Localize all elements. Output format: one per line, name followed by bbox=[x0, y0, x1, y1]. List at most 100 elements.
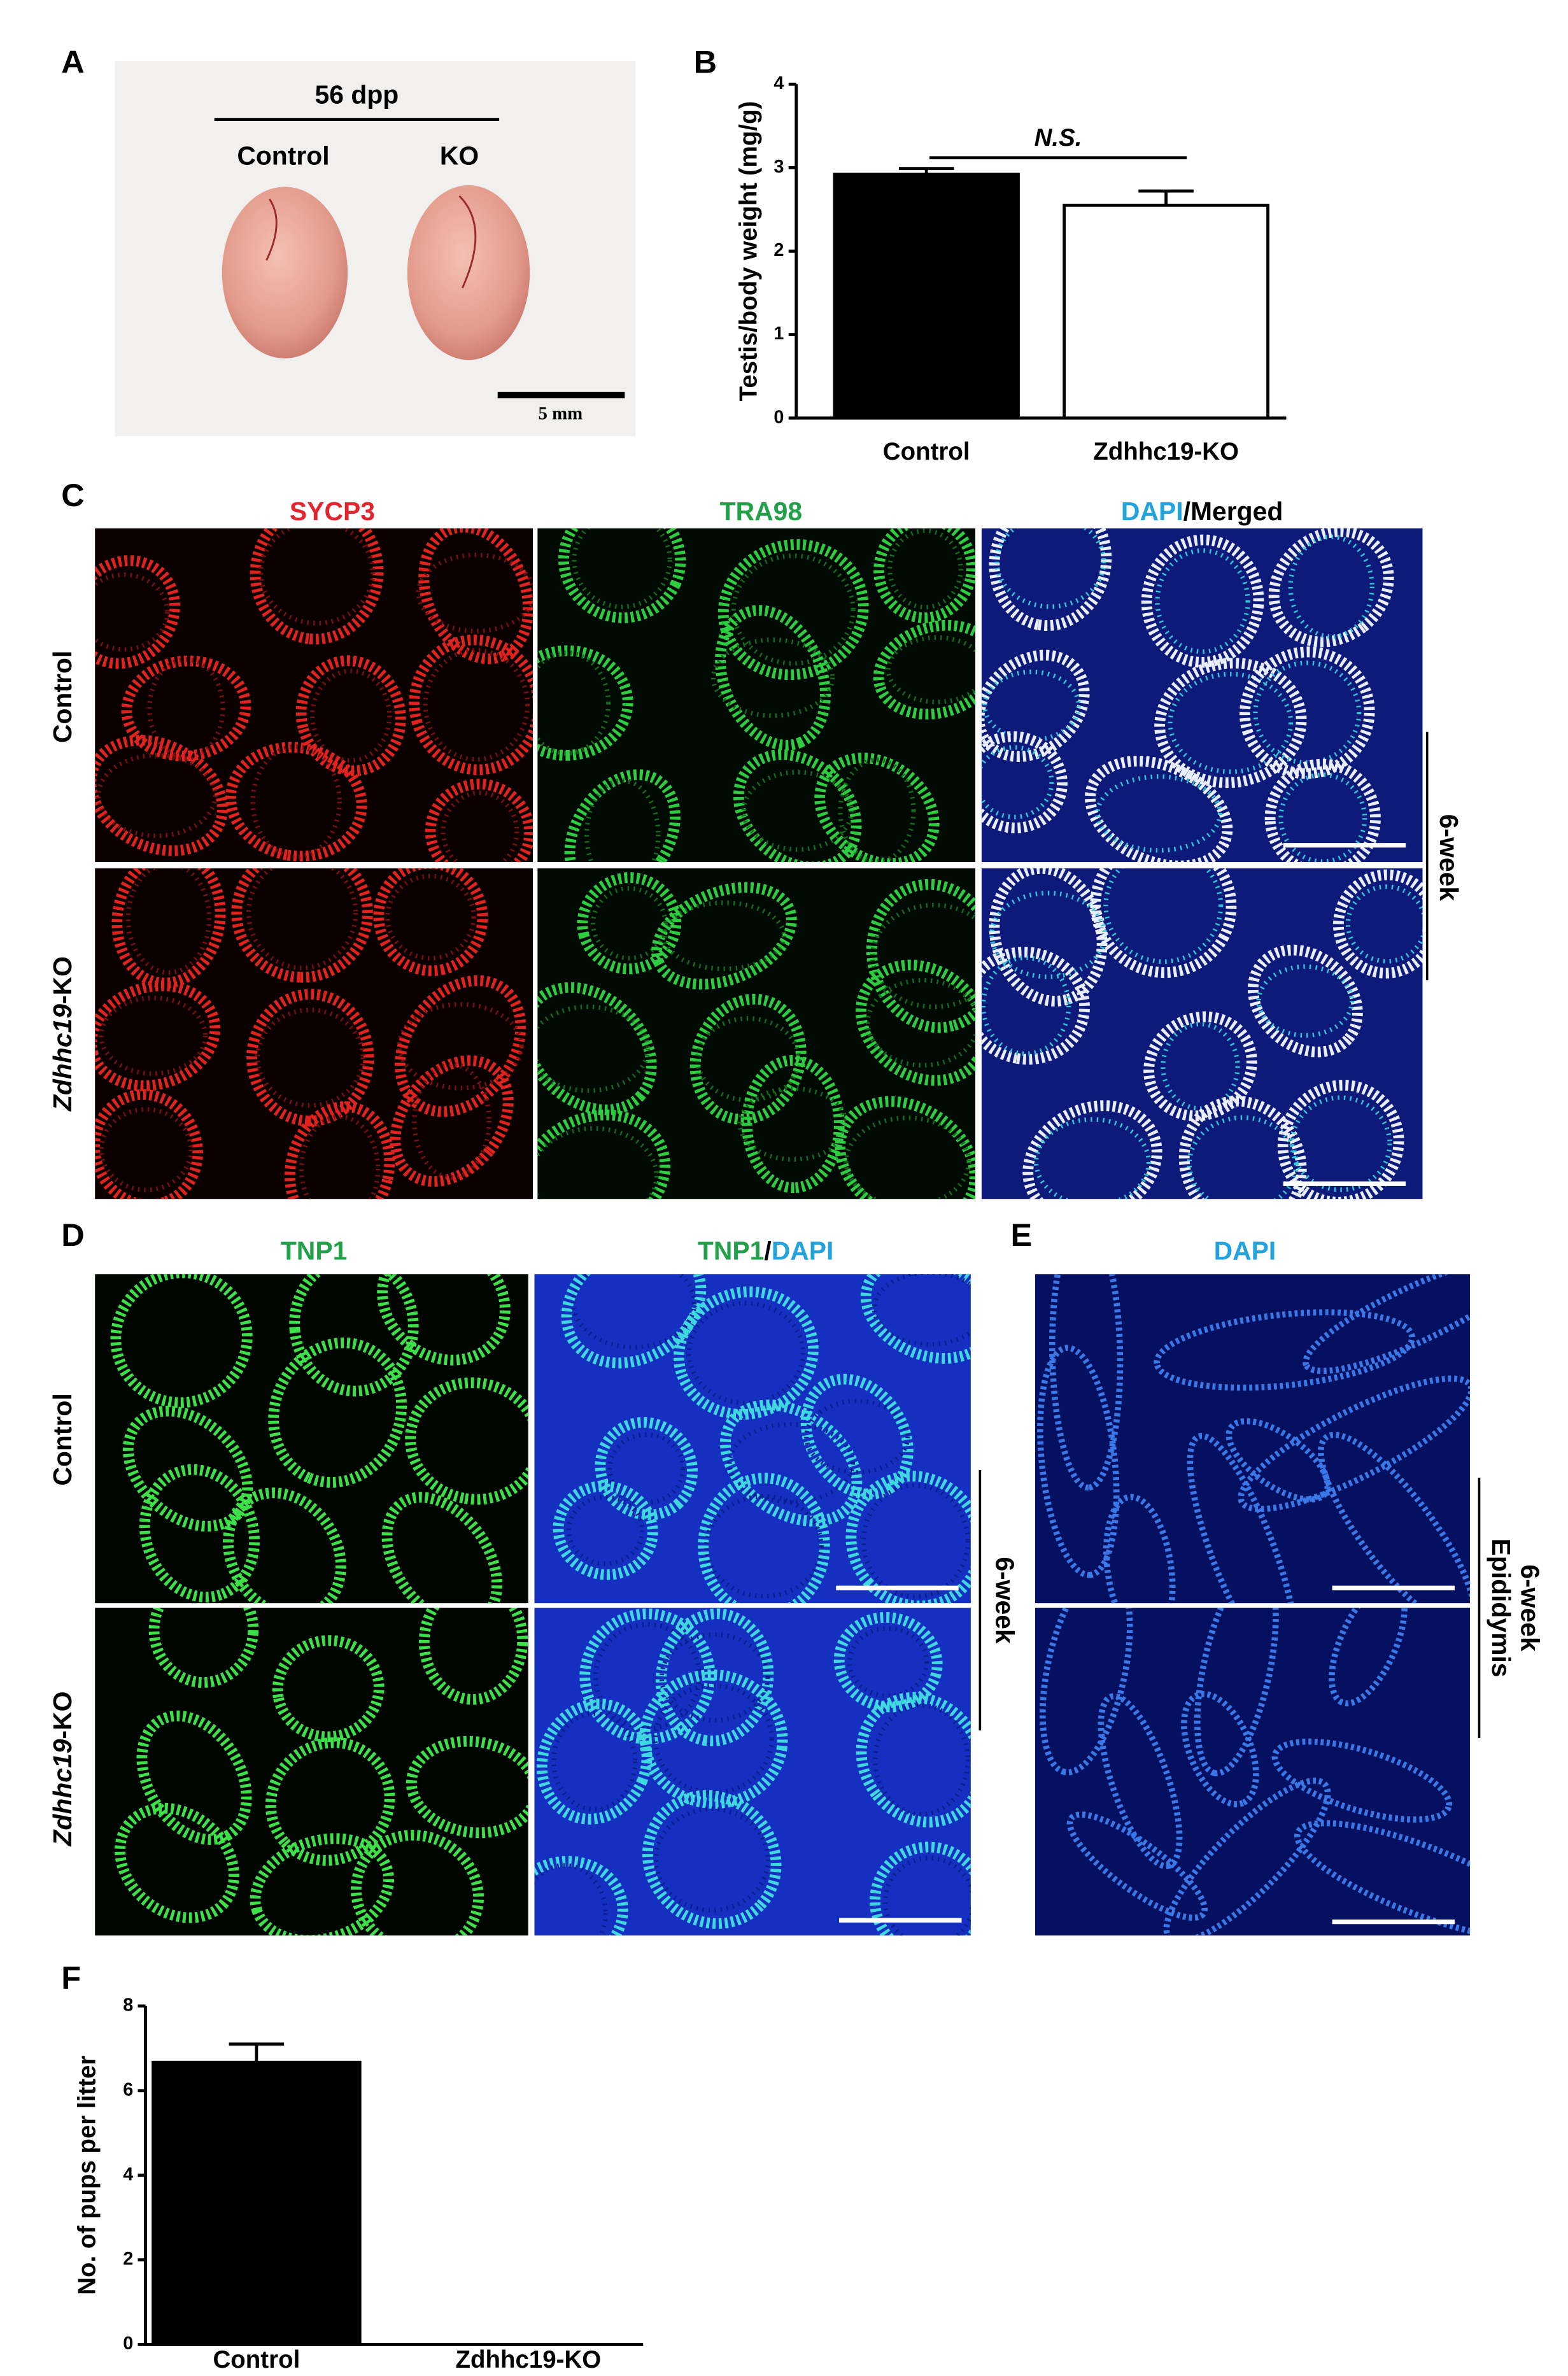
tubule-inner bbox=[710, 637, 835, 718]
tubule-inner bbox=[861, 1483, 970, 1599]
tubule-inner bbox=[686, 1301, 806, 1406]
tubule bbox=[136, 1710, 252, 1845]
column-title-part: TNP1 bbox=[281, 1236, 347, 1265]
x-tick-label: Zdhhc19-KO bbox=[455, 2346, 601, 2373]
tubule bbox=[95, 980, 221, 1091]
tubule bbox=[558, 528, 686, 623]
tubule bbox=[577, 872, 682, 975]
tubule bbox=[673, 1286, 819, 1420]
column-title: DAPI/Merged bbox=[1121, 497, 1283, 526]
tubule-inner bbox=[1103, 868, 1224, 964]
tubule bbox=[418, 528, 533, 665]
row-label: Control bbox=[48, 1393, 77, 1485]
tubule-inner bbox=[416, 553, 533, 633]
tubule-inner bbox=[250, 744, 342, 859]
tubule-inner bbox=[1161, 1021, 1240, 1111]
panel-label: D bbox=[61, 1217, 84, 1253]
tubule-inner bbox=[397, 1001, 524, 1091]
tubule bbox=[1303, 1274, 1471, 1375]
tubule-inner bbox=[534, 1863, 608, 1936]
micrograph-bg bbox=[537, 528, 976, 863]
column-title-part: SYCP3 bbox=[290, 497, 375, 526]
tubule bbox=[110, 1274, 253, 1408]
tubule bbox=[1277, 1080, 1404, 1199]
tubule bbox=[1066, 1811, 1208, 1921]
tubule bbox=[295, 655, 406, 777]
tubule bbox=[989, 528, 1112, 631]
panel-label: B bbox=[694, 43, 717, 80]
column-title-part: DAPI bbox=[1121, 497, 1183, 526]
row-label-part: Zdhhc19 bbox=[48, 1739, 77, 1846]
photo-label: Control bbox=[237, 141, 329, 171]
tubule-inner bbox=[309, 668, 392, 763]
tubule bbox=[1022, 1100, 1162, 1199]
tubule bbox=[289, 1274, 419, 1397]
tubule-inner bbox=[981, 745, 1054, 819]
tubule-inner bbox=[1288, 534, 1374, 639]
annotation: N.S. bbox=[1035, 124, 1082, 152]
tubule-inner bbox=[865, 978, 976, 1068]
panel-label: E bbox=[1010, 1217, 1032, 1253]
tubule bbox=[689, 993, 807, 1125]
tubule bbox=[1049, 1274, 1124, 1491]
vessels bbox=[265, 195, 477, 288]
tubule bbox=[855, 959, 976, 1086]
tubule bbox=[814, 753, 940, 863]
tubule-inner bbox=[412, 1062, 491, 1180]
photo-label: KO bbox=[440, 141, 479, 171]
y-tick-label: 4 bbox=[773, 73, 784, 94]
tubule bbox=[537, 982, 657, 1115]
panel-label: C bbox=[61, 477, 84, 513]
tubule-inner bbox=[804, 1399, 910, 1475]
tubule bbox=[148, 1608, 259, 1688]
tubule bbox=[873, 528, 976, 623]
tubule bbox=[1264, 758, 1381, 863]
x-tick-label: Control bbox=[883, 438, 970, 465]
tubule bbox=[272, 1635, 385, 1743]
photo-background bbox=[115, 61, 636, 437]
tubule bbox=[1178, 1096, 1307, 1199]
tubule bbox=[800, 1373, 914, 1500]
tubule-inner bbox=[1034, 1117, 1151, 1199]
tubule bbox=[579, 1608, 716, 1744]
y-tick-label: 0 bbox=[123, 2333, 133, 2354]
row-label-part: Control bbox=[48, 651, 77, 743]
tubule bbox=[981, 947, 1090, 1065]
tubule bbox=[250, 1833, 395, 1936]
photo-title: 56 dpp bbox=[315, 80, 399, 109]
column-title-part: / bbox=[764, 1236, 771, 1265]
panel-label: F bbox=[61, 1959, 81, 1995]
tubule bbox=[1239, 646, 1375, 779]
tubule bbox=[1163, 1778, 1331, 1936]
tubule-inner bbox=[704, 1494, 824, 1599]
tubule bbox=[381, 1492, 503, 1604]
tubule-inner bbox=[537, 1004, 651, 1093]
bar bbox=[152, 2060, 362, 2346]
tubule-inner bbox=[1095, 774, 1223, 853]
tubule-inner bbox=[537, 650, 611, 756]
tubule-inner bbox=[537, 1126, 659, 1199]
micrograph bbox=[95, 1608, 528, 1936]
tubule bbox=[595, 1417, 698, 1520]
scale-label: 5 mm bbox=[538, 403, 583, 423]
tubule-inner bbox=[653, 1683, 774, 1795]
tubule-inner bbox=[593, 1622, 702, 1731]
tubule-inner bbox=[125, 868, 212, 975]
tubule bbox=[139, 1464, 260, 1602]
tubule bbox=[719, 1399, 863, 1527]
tubule bbox=[223, 1487, 346, 1604]
tubule bbox=[534, 1856, 628, 1936]
tubule-inner bbox=[994, 528, 1106, 609]
tubule bbox=[698, 1473, 830, 1604]
row-label-part: Control bbox=[48, 1393, 77, 1485]
y-axis-label: Testis/body weight (mg/g) bbox=[735, 101, 763, 402]
tubule bbox=[1090, 868, 1237, 979]
micrograph-bg bbox=[1035, 1274, 1471, 1604]
side-label: 6-week bbox=[1516, 1564, 1545, 1651]
micrograph bbox=[981, 868, 1423, 1199]
micrograph-bg bbox=[95, 528, 533, 863]
tubule bbox=[564, 769, 681, 863]
row-label: Zdhhc19-KO bbox=[48, 1692, 77, 1847]
micrograph-bg bbox=[1035, 1608, 1471, 1936]
tubule bbox=[1037, 1345, 1120, 1578]
